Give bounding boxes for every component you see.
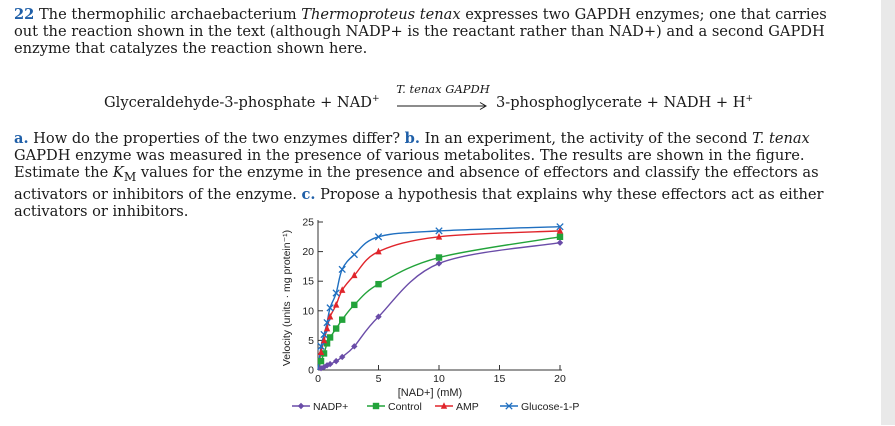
data-point — [323, 340, 331, 347]
data-point — [375, 247, 382, 255]
legend-label: AMP — [456, 401, 479, 413]
data-point — [320, 350, 328, 357]
y-tick-label: 10 — [302, 305, 314, 317]
problem-intro-post: expresses two GAPDH enzymes; one that ca… — [14, 6, 827, 57]
data-point — [317, 365, 325, 372]
legend-item: Control — [367, 401, 422, 413]
problem-intro-pre: The thermophilic archaebacterium — [34, 6, 302, 23]
part-c-text: Propose a hypothesis that explains why t… — [14, 185, 824, 220]
data-point — [320, 336, 328, 344]
x-tick-label: 15 — [494, 373, 506, 385]
equation-lhs-text: Glyceraldehyde-3-phosphate + NAD — [104, 94, 372, 111]
data-point — [332, 325, 340, 332]
x-tick-label: 5 — [376, 373, 382, 385]
data-point — [556, 227, 564, 234]
data-point — [323, 318, 331, 327]
legend-marker — [297, 402, 305, 410]
part-b-organism: T. tenax — [752, 130, 810, 147]
data-point — [317, 348, 325, 356]
data-point — [317, 342, 325, 350]
equation-lhs: Glyceraldehyde-3-phosphate + NAD+ — [104, 94, 380, 111]
data-point — [351, 301, 358, 309]
data-point — [317, 357, 325, 365]
chart-legend: NADP+ Control AMP Glucose-1-P — [292, 401, 579, 413]
legend-marker — [440, 402, 448, 409]
data-point — [320, 330, 328, 339]
data-point — [326, 304, 334, 312]
part-a-label: a. — [14, 130, 29, 147]
y-tick-label: 25 — [302, 217, 314, 229]
legend-label: Glucose-1-P — [521, 401, 579, 413]
km-subscript: M — [123, 169, 137, 184]
data-point — [556, 239, 564, 246]
y-tick-label: 0 — [308, 365, 314, 377]
data-point — [435, 254, 443, 261]
data-point — [323, 324, 331, 332]
y-tick-label: 20 — [302, 246, 314, 258]
legend-marker — [372, 402, 380, 410]
problem-number: 22 — [14, 6, 35, 23]
legend-label: NADP+ — [313, 401, 348, 413]
y-tick-label: 15 — [302, 276, 314, 288]
legend-item: NADP+ — [292, 401, 348, 413]
data-point — [351, 343, 358, 350]
series-curve-3 — [317, 226, 561, 371]
data-point — [375, 280, 382, 288]
data-point — [556, 233, 564, 240]
data-point — [332, 301, 340, 308]
velocity-figure: 0 5 10 15 20 0 5 10 15 20 25 [NAD+] (mM) Velocity … — [270, 210, 610, 426]
km-symbol: K — [112, 164, 124, 181]
legend-item: Glucose-1-P — [500, 401, 579, 413]
data-point — [339, 353, 346, 361]
x-tick-label: 0 — [315, 373, 321, 385]
data-point — [435, 260, 443, 267]
data-point — [351, 271, 358, 279]
equation-rhs-sup: + — [745, 94, 754, 105]
data-point — [375, 313, 382, 320]
part-a-text: How do the properties of the two enzymes… — [28, 130, 405, 147]
chart-markers — [317, 223, 564, 372]
equation-rhs-text: 3-phosphoglycerate + NADH + H — [496, 94, 746, 111]
problem-statement: 22 The thermophilic archaebacterium Ther… — [14, 6, 854, 57]
chart-axes: 0 5 10 15 20 0 5 10 15 20 25 — [302, 217, 566, 386]
x-axis-label: [NAD+] (mM) — [398, 387, 462, 399]
part-b-text-3: values for the enzyme in the presence an… — [14, 164, 819, 203]
y-tick-label: 5 — [308, 335, 314, 347]
velocity-chart: 0 5 10 15 20 0 5 10 15 20 25 [NAD+] (mM) Velocity … — [281, 217, 579, 414]
part-c-label: c. — [301, 185, 316, 203]
reaction-arrow-group: T. tenax GAPDH — [395, 82, 491, 115]
legend-item: AMP — [435, 401, 479, 413]
data-point — [338, 265, 346, 274]
equation-lhs-sup: + — [371, 94, 380, 105]
legend-marker — [505, 402, 513, 410]
data-point — [326, 360, 334, 368]
enzyme-label: T. tenax GAPDH — [396, 82, 490, 96]
data-point — [435, 233, 443, 240]
data-point — [332, 357, 340, 365]
data-point — [556, 223, 564, 231]
data-point — [374, 233, 383, 241]
data-point — [435, 227, 443, 235]
organism-name: Thermoproteus tenax — [301, 6, 461, 23]
data-point — [339, 316, 346, 323]
x-tick-label: 20 — [554, 373, 566, 385]
question-parts: a. How do the properties of the two enzy… — [14, 130, 854, 220]
data-point — [332, 289, 340, 297]
equation-rhs: 3-phosphoglycerate + NADH + H+ — [496, 94, 753, 111]
legend-label: Control — [388, 401, 422, 413]
part-b-text-2: GAPDH enzyme was measured in the presenc… — [14, 147, 805, 181]
reaction-arrow-icon — [395, 98, 491, 115]
y-axis-label: Velocity (units · mg protein⁻¹) — [281, 230, 293, 366]
data-point — [326, 334, 334, 341]
data-point — [326, 312, 334, 320]
data-point — [339, 286, 346, 293]
x-tick-label: 10 — [433, 373, 445, 385]
scrollbar[interactable] — [881, 0, 895, 425]
part-b-text-1: In an experiment, the activity of the se… — [419, 130, 753, 147]
part-b-label: b. — [404, 130, 420, 147]
data-point — [350, 250, 358, 259]
